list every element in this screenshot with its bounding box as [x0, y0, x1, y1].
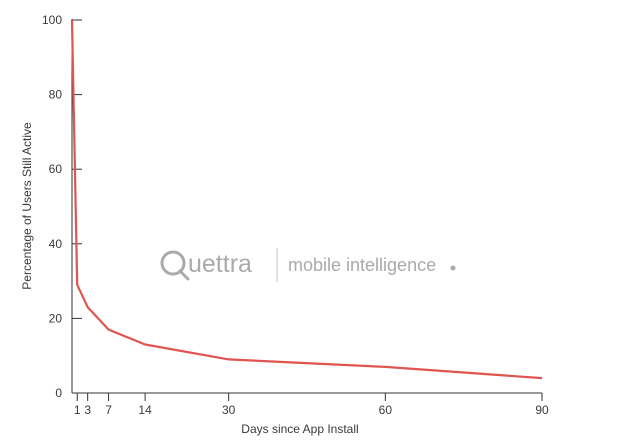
quettra-logo-icon [160, 250, 190, 281]
x-tick-label: 14 [138, 403, 152, 417]
x-tick-label: 60 [379, 403, 393, 417]
watermark-tagline: mobile intelligence [288, 255, 436, 275]
y-ticks: 0 20 40 60 80 100 [42, 13, 82, 400]
y-tick-label: 60 [49, 162, 63, 176]
watermark-dot-icon [450, 265, 456, 271]
y-tick-label: 0 [55, 386, 62, 400]
y-axis-title: Percentage of Users Still Active [20, 122, 34, 290]
y-tick-label: 40 [49, 237, 63, 251]
x-tick-label: 7 [105, 403, 112, 417]
x-ticks: 1 3 7 14 30 60 90 [74, 393, 549, 417]
x-tick-label: 90 [535, 403, 549, 417]
x-axis-title: Days since App Install [241, 422, 358, 436]
y-tick-label: 80 [49, 88, 63, 102]
axes [71, 19, 542, 394]
watermark: uettra mobile intelligence [160, 248, 456, 282]
y-tick-label: 20 [49, 311, 63, 325]
x-tick-label: 3 [84, 403, 91, 417]
watermark-brand: uettra [188, 250, 252, 278]
retention-line [70, 19, 543, 380]
x-tick-label: 30 [222, 403, 236, 417]
y-tick-label: 100 [42, 13, 62, 27]
series-group [70, 19, 543, 380]
x-tick-label: 1 [74, 403, 81, 417]
